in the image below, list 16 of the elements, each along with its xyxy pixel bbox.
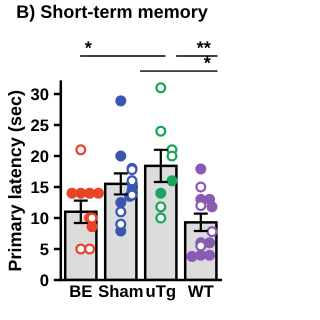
x-tick-label: BE (70, 285, 92, 297)
y-tick-label: 10 (32, 212, 48, 224)
y-tick-label: 0 (40, 274, 48, 286)
y-tick-label: 15 (32, 182, 49, 194)
y-tick-label: 5 (40, 244, 49, 256)
y-axis-title: Primary latency (sec) (8, 90, 25, 270)
y-tick-label: 25 (31, 119, 49, 132)
y-tick-label: 30 (30, 88, 48, 100)
text: * (84, 41, 92, 48)
x-tick-label: Sham (98, 284, 142, 298)
text: ** (196, 41, 211, 48)
y-tick-label: 20 (31, 150, 48, 162)
x-tick-label: WT (188, 285, 214, 297)
x-tick-label: uTg (146, 285, 175, 300)
text: * (204, 56, 211, 64)
chart-title: B) Short-term memory (17, 4, 208, 22)
